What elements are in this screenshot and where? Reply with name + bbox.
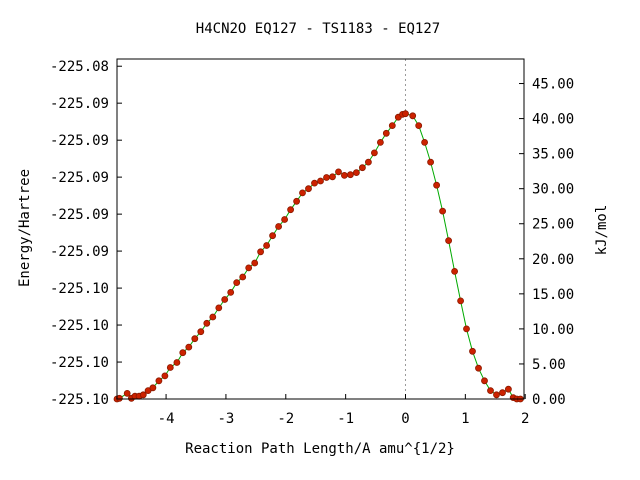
x-tick-label: 1: [461, 411, 469, 427]
left-tick-label: -225.10: [50, 281, 109, 297]
data-point: [445, 237, 453, 245]
data-point: [139, 391, 147, 399]
data-point: [402, 110, 409, 118]
data-point: [376, 138, 384, 146]
axis-ticks: -4 -3 -2 -1 0 1 2 -225.10 -225.10 -225.10 -225.10 -…: [50, 59, 574, 427]
data-point: [179, 349, 187, 357]
data-point: [370, 149, 378, 157]
data-point: [123, 389, 131, 397]
data-point: [185, 343, 193, 351]
right-tick-label: 35.00: [532, 147, 574, 163]
right-tick-label: 45.00: [532, 77, 574, 93]
left-tick-label: -225.09: [50, 170, 109, 186]
data-point: [287, 206, 295, 214]
plot-area: [113, 110, 524, 403]
data-point: [475, 364, 482, 372]
data-point: [499, 389, 506, 397]
data-point: [275, 223, 283, 230]
data-point: [451, 267, 459, 275]
right-tick-label: 0.00: [532, 392, 566, 408]
left-tick-label: -225.09: [50, 207, 109, 223]
right-tick-label: 20.00: [532, 252, 574, 268]
data-point: [335, 168, 342, 176]
data-point: [358, 164, 366, 172]
data-point: [469, 347, 476, 355]
data-point: [433, 181, 441, 189]
right-tick-label: 10.00: [532, 322, 574, 338]
chart-title: H4CN2O EQ127 - TS1183 - EQ127: [196, 21, 440, 37]
data-point: [311, 179, 318, 187]
right-tick-label: 15.00: [532, 287, 574, 303]
data-point: [227, 288, 235, 296]
data-point: [209, 313, 217, 321]
data-point: [263, 242, 271, 249]
data-point: [421, 138, 429, 146]
data-point: [463, 325, 470, 333]
x-tick-label: 0: [401, 411, 409, 427]
data-point: [427, 158, 435, 166]
data-point: [155, 377, 163, 385]
data-point: [116, 394, 123, 402]
data-point: [439, 207, 447, 215]
data-point: [245, 264, 253, 272]
left-tick-label: -225.10: [50, 355, 109, 371]
data-point: [161, 372, 169, 380]
x-axis-label: Reaction Path Length/A amu^{1/2}: [185, 441, 455, 457]
left-tick-label: -225.09: [50, 133, 109, 149]
data-point: [329, 173, 336, 181]
data-point: [340, 171, 348, 179]
data-point: [493, 391, 500, 399]
data-point: [352, 169, 360, 177]
data-point: [364, 158, 372, 166]
data-point: [481, 377, 488, 385]
data-point: [457, 297, 465, 305]
data-point: [221, 296, 229, 303]
right-tick-label: 5.00: [532, 357, 566, 373]
data-point: [191, 335, 199, 343]
data-point: [305, 185, 312, 193]
data-point: [409, 112, 417, 120]
data-point: [504, 385, 512, 393]
left-tick-label: -225.09: [50, 96, 109, 112]
data-point: [487, 387, 494, 395]
right-tick-label: 30.00: [532, 182, 574, 198]
x-tick-label: -2: [277, 411, 294, 427]
data-point: [317, 177, 324, 185]
data-point: [203, 319, 211, 327]
data-point: [149, 384, 157, 392]
data-point: [323, 174, 330, 181]
data-point: [382, 129, 390, 137]
data-point: [233, 279, 241, 287]
right-tick-label: 40.00: [532, 112, 574, 128]
data-point: [173, 359, 181, 366]
data-point: [215, 304, 223, 312]
left-tick-label: -225.10: [50, 318, 109, 334]
y-axis-label-left: Energy/Hartree: [17, 169, 33, 287]
left-tick-label: -225.10: [50, 392, 109, 408]
series-line: [116, 113, 521, 400]
data-point: [257, 248, 265, 256]
x-tick-label: -4: [158, 411, 175, 427]
data-point: [388, 122, 396, 129]
x-tick-label: -3: [218, 411, 235, 427]
data-point: [415, 122, 423, 129]
data-point: [197, 328, 205, 336]
data-point: [293, 197, 301, 205]
data-point: [346, 171, 354, 179]
data-point: [269, 232, 277, 240]
x-tick-label: 2: [521, 411, 529, 427]
data-point: [239, 273, 247, 281]
data-point: [299, 189, 306, 197]
y-axis-label-right: kJ/mol: [594, 205, 610, 256]
x-tick-label: -1: [337, 411, 354, 427]
left-tick-label: -225.08: [50, 59, 109, 75]
data-point: [281, 216, 289, 223]
data-point: [251, 259, 259, 267]
left-tick-label: -225.09: [50, 244, 109, 260]
right-tick-label: 25.00: [532, 217, 574, 233]
plot-frame: [116, 58, 525, 400]
data-point: [166, 364, 174, 371]
